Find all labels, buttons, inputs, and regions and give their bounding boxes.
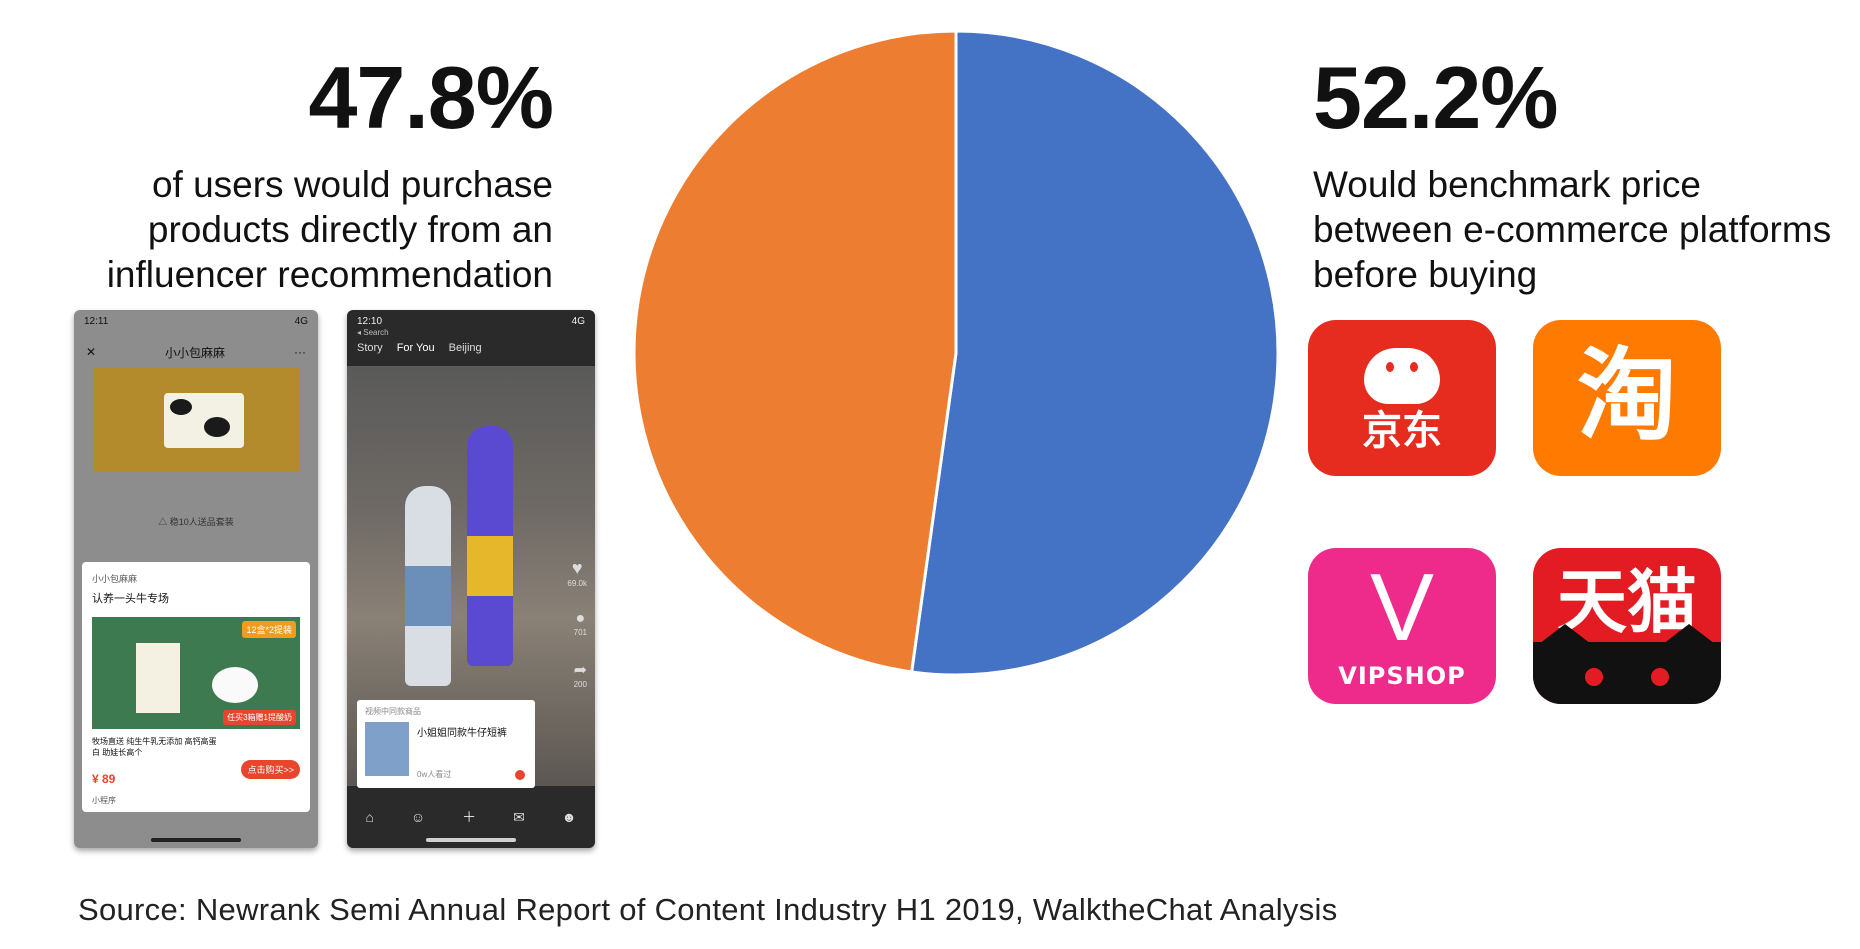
status-bar: 12:10 4G bbox=[357, 316, 585, 327]
left-stat-value: 47.8% bbox=[308, 48, 554, 147]
person-graphic bbox=[405, 566, 451, 626]
right-stat-line: Would benchmark price bbox=[1313, 164, 1701, 205]
cat-eye bbox=[1585, 668, 1603, 686]
back-to-search[interactable]: ◂ Search bbox=[357, 328, 389, 337]
pie-slice-0 bbox=[909, 29, 1280, 677]
like-count: 69.0k bbox=[567, 579, 587, 588]
left-stat-line: influencer recommendation bbox=[106, 254, 553, 295]
comment-count: 701 bbox=[573, 628, 587, 637]
taobao-label: 淘 bbox=[1577, 337, 1677, 454]
source-citation: Source: Newrank Semi Annual Report of Co… bbox=[78, 892, 1338, 927]
close-icon: ✕ bbox=[86, 345, 97, 359]
jd-dog-icon bbox=[1364, 348, 1440, 404]
cat-eye bbox=[1651, 668, 1669, 686]
pie-chart bbox=[632, 29, 1280, 677]
cow-spot bbox=[204, 417, 230, 437]
bundle-tag: 12盒*2提装 bbox=[242, 621, 296, 638]
product-thumbnail bbox=[365, 722, 409, 776]
add-icon[interactable]: ＋ bbox=[462, 809, 477, 825]
like-counter[interactable]: ♥ 69.0k bbox=[567, 558, 587, 588]
product-price: ¥ 89 bbox=[92, 772, 116, 786]
product-popup[interactable]: 视频中同款商品 小姐姐同款牛仔短裤 0w人看过 bbox=[357, 700, 535, 788]
home-indicator bbox=[426, 838, 516, 842]
phone-screenshot-video: 12:10 4G ◂ Search Story For You Beijing … bbox=[347, 310, 595, 848]
vipshop-app-icon: V VIPSHOP bbox=[1308, 548, 1496, 704]
home-icon[interactable]: ⌂ bbox=[365, 809, 374, 825]
share-counter[interactable]: ➦ 200 bbox=[574, 660, 587, 689]
product-image: 12盒*2提装 任买3箱赠1提酸奶 bbox=[92, 617, 300, 729]
right-stat-value: 52.2% bbox=[1313, 48, 1559, 147]
right-stat-line: between e-commerce platforms bbox=[1313, 209, 1832, 250]
more-icon: ··· bbox=[293, 345, 306, 359]
bowl-graphic bbox=[212, 667, 258, 703]
share-icon: ➦ bbox=[573, 662, 587, 679]
go-arrow-icon[interactable] bbox=[515, 770, 525, 780]
person-graphic bbox=[467, 536, 513, 596]
milk-carton-graphic bbox=[136, 643, 180, 713]
video-tabs: Story For You Beijing bbox=[357, 342, 585, 354]
cow-spot bbox=[170, 399, 192, 415]
popup-product-title: 小姐姐同款牛仔短裤 bbox=[417, 728, 507, 739]
promo-note: △ 稳10人送品套装 bbox=[158, 517, 234, 527]
heart-icon: ♥ bbox=[571, 558, 583, 578]
status-time: 12:11 bbox=[84, 316, 109, 327]
vipshop-v-letter: V bbox=[1369, 554, 1435, 661]
popup-header: 视频中同款商品 bbox=[365, 707, 421, 716]
tab-city[interactable]: Beijing bbox=[448, 342, 482, 354]
vipshop-label: VIPSHOP bbox=[1338, 662, 1466, 690]
right-stat-line: before buying bbox=[1313, 254, 1538, 295]
dog-eye bbox=[1386, 362, 1394, 372]
share-count: 200 bbox=[573, 680, 587, 689]
buy-button[interactable]: 点击购买>> bbox=[241, 760, 300, 779]
jd-app-icon: 京东 bbox=[1308, 320, 1496, 476]
bottom-tab-bar: ⌂ ☺ ＋ ✉ ☻ bbox=[347, 802, 595, 832]
left-stat-line: products directly from an bbox=[147, 209, 553, 250]
product-description: 牧场直送 纯生牛乳无添加 高钙高蛋白 助娃长高个 bbox=[92, 737, 217, 757]
profile-icon[interactable]: ☻ bbox=[561, 809, 577, 825]
tmall-cat-icon bbox=[1533, 624, 1721, 704]
cat-ear bbox=[1663, 624, 1715, 644]
right-stat-text: Would benchmark price between e-commerce… bbox=[1313, 162, 1853, 297]
milk-box-graphic bbox=[164, 393, 244, 448]
status-signal: 4G bbox=[571, 316, 585, 327]
status-bar: 12:11 4G bbox=[84, 316, 308, 327]
left-stat: 47.8% of users would purchase products d… bbox=[33, 48, 554, 297]
right-stat: 52.2% Would benchmark price between e-co… bbox=[1313, 48, 1853, 297]
left-stat-text: of users would purchase products directl… bbox=[33, 162, 553, 297]
friends-icon[interactable]: ☺ bbox=[410, 809, 426, 825]
account-name: 小小包麻麻 bbox=[165, 345, 226, 360]
home-indicator bbox=[151, 838, 241, 842]
popup-viewers: 0w人看过 bbox=[417, 770, 452, 779]
status-time: 12:10 bbox=[357, 316, 383, 327]
account-header: ✕ 小小包麻麻 ··· bbox=[74, 340, 318, 364]
card-title: 认养一头牛专场 bbox=[92, 593, 169, 605]
dog-eye bbox=[1410, 362, 1418, 372]
tmall-app-icon: 天猫 bbox=[1533, 548, 1721, 704]
product-banner-image bbox=[94, 368, 300, 472]
status-signal: 4G bbox=[294, 316, 308, 327]
comment-counter[interactable]: ● 701 bbox=[574, 610, 587, 637]
taobao-app-icon: 淘 bbox=[1533, 320, 1721, 476]
jd-label: 京东 bbox=[1362, 408, 1442, 454]
gift-tag: 任买3箱赠1提酸奶 bbox=[223, 710, 296, 725]
left-stat-line: of users would purchase bbox=[151, 164, 553, 205]
mini-program-label: 小程序 bbox=[92, 796, 116, 805]
product-card: 小小包麻麻 认养一头牛专场 12盒*2提装 任买3箱赠1提酸奶 牧场直送 纯生牛… bbox=[82, 562, 310, 812]
inbox-icon[interactable]: ✉ bbox=[513, 808, 525, 825]
comment-icon: ● bbox=[575, 610, 586, 627]
pie-slice-1 bbox=[632, 29, 958, 674]
card-author: 小小包麻麻 bbox=[92, 574, 138, 584]
tab-for-you[interactable]: For You bbox=[396, 342, 435, 354]
phone-screenshot-influencer: 12:11 4G ✕ 小小包麻麻 ··· △ 稳10人送品套装 小小包麻麻 认养… bbox=[74, 310, 318, 848]
cat-ear bbox=[1539, 624, 1591, 644]
tab-story[interactable]: Story bbox=[357, 342, 383, 354]
